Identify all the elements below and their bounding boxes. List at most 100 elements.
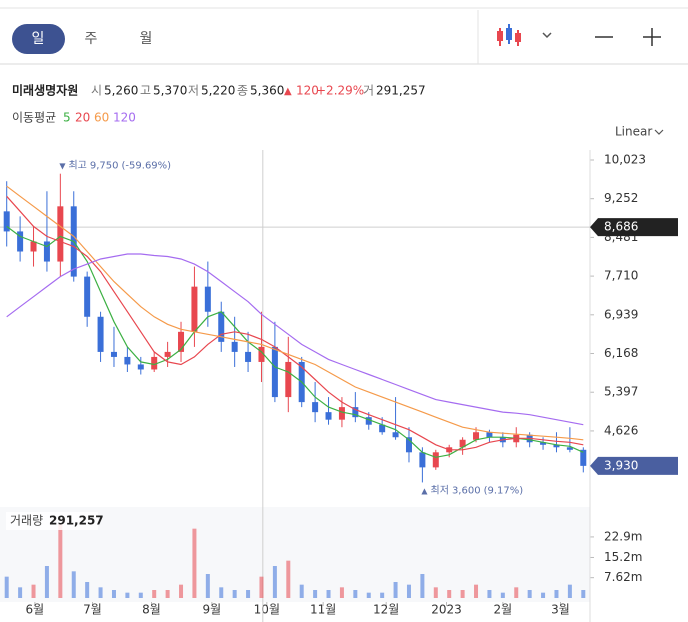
crosshair-badge-label: 8,686 <box>604 220 638 234</box>
volume-bar <box>138 592 143 598</box>
tab-day[interactable]: 일 <box>32 31 45 47</box>
scale-chevron[interactable] <box>654 129 664 135</box>
candle-body <box>30 241 37 252</box>
volume-bar <box>353 590 358 598</box>
y-tick-label: 6,939 <box>604 307 638 321</box>
candle-body <box>110 351 117 357</box>
volume-value: 291,257 <box>49 514 104 528</box>
volume-bar <box>527 590 532 598</box>
candle-body <box>365 417 372 425</box>
candle-body <box>164 351 171 357</box>
candle-body <box>178 331 185 352</box>
change: 120 <box>296 84 319 98</box>
extreme-note: ▼ 최고 9,750 (-59.69%) <box>59 160 171 172</box>
candle-body <box>338 407 345 420</box>
note-text: 최고 <box>68 160 86 172</box>
volume-bar <box>514 587 519 598</box>
high-label: 고 <box>140 84 151 98</box>
note-marker: ▲ <box>421 486 428 495</box>
x-tick-label: 2023 <box>431 603 462 617</box>
note-text: 최저 <box>431 484 449 496</box>
candle-body <box>566 447 573 450</box>
volume-bar <box>4 576 9 598</box>
volume-bar <box>581 590 586 598</box>
volume-bar <box>299 584 304 598</box>
scale-mode[interactable]: Linear <box>615 125 652 139</box>
x-tick-label: 2월 <box>493 603 512 617</box>
candle-body <box>285 361 292 398</box>
volume-bar <box>44 566 49 598</box>
candle-body <box>271 346 278 398</box>
candle-body <box>137 364 144 370</box>
candle-body <box>57 206 64 262</box>
x-tick-label: 3월 <box>551 603 570 617</box>
tab-selected[interactable] <box>12 24 65 54</box>
stock-name: 미래생명자원 <box>12 83 78 98</box>
y2-tick-label: 22.9m <box>604 529 642 543</box>
volume-bar <box>58 523 63 598</box>
up-arrow: ▲ <box>284 86 292 97</box>
volume-pane <box>0 507 590 602</box>
ma-line <box>6 253 584 426</box>
high: 5,370 <box>153 84 187 98</box>
volume-bar <box>474 584 479 598</box>
tab-week[interactable]: 주 <box>85 31 98 47</box>
candle-body <box>218 311 225 342</box>
candle-body <box>432 452 439 468</box>
note-change: (-59.69%) <box>122 161 172 172</box>
tab-month[interactable]: 월 <box>140 31 153 47</box>
y-tick-label: 4,626 <box>604 423 638 437</box>
volume-bar <box>366 592 371 598</box>
candle-body <box>459 439 466 448</box>
volume-bar <box>31 584 36 598</box>
volume-bar <box>192 528 197 598</box>
candle-body <box>17 231 24 252</box>
candle-body <box>486 432 493 438</box>
candle-body <box>405 437 412 453</box>
open: 5,260 <box>104 84 138 98</box>
legend-entry: 20 <box>75 111 90 125</box>
volume-bar <box>339 587 344 598</box>
chart-type-icon[interactable] <box>497 24 521 46</box>
volume-bar <box>98 587 103 598</box>
volume-bar <box>246 590 251 598</box>
candle-body <box>231 341 238 352</box>
volume-title-bg <box>6 512 98 530</box>
volume-bar <box>487 590 492 598</box>
volume-bar <box>393 582 398 598</box>
volume-bar <box>165 590 170 598</box>
volume-bar <box>152 590 157 598</box>
volume-bar <box>433 587 438 598</box>
legend-entry: 120 <box>113 111 136 125</box>
volume-bar <box>205 574 210 598</box>
candle-body <box>43 241 50 262</box>
dropdown-chevron[interactable] <box>542 32 552 39</box>
x-tick-label: 6월 <box>26 603 45 617</box>
volume-bar <box>286 560 291 598</box>
volume-bar <box>71 571 76 598</box>
y-tick-label: 10,023 <box>604 152 646 166</box>
candle-body <box>124 356 131 365</box>
candle-body <box>3 211 10 232</box>
note-marker: ▼ <box>59 161 66 170</box>
volume-bar <box>541 592 546 598</box>
volume-title: 거래량 <box>10 514 43 528</box>
candle-body <box>352 407 359 418</box>
x-tick-label: 10월 <box>254 603 280 617</box>
y2-tick-label: 7.62m <box>604 570 642 584</box>
x-tick-label: 11월 <box>310 603 336 617</box>
volume-label: 거 <box>363 84 374 98</box>
volume: 291,257 <box>376 84 426 98</box>
volume-bar <box>111 590 116 598</box>
y-tick-label: 5,397 <box>604 385 638 399</box>
close: 5,360 <box>250 84 284 98</box>
volume-bar <box>460 590 465 598</box>
note-value-label: 9,750 <box>90 161 119 172</box>
ma-line <box>6 185 584 441</box>
candle-body <box>392 432 399 438</box>
zoom-in[interactable] <box>643 28 661 46</box>
y-tick-label: 6,168 <box>604 346 638 360</box>
crosshair-badge-bg <box>590 218 678 237</box>
current-price-badge-label: 3,930 <box>604 458 638 472</box>
